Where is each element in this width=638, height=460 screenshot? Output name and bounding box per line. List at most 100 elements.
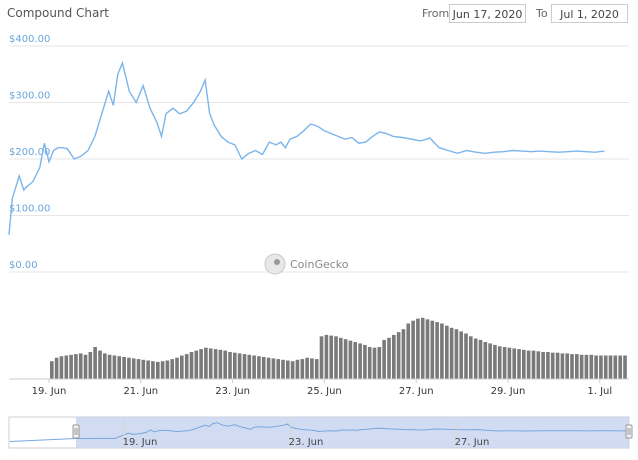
volume-bar (353, 342, 358, 379)
y-tick-label: $400.00 (9, 34, 50, 45)
volume-bar (180, 355, 184, 379)
volume-bar (603, 355, 608, 379)
volume-bar (488, 343, 492, 379)
volume-bar (223, 350, 228, 379)
volume-bar (74, 354, 78, 379)
navigator[interactable]: 19. Jun 23. Jun 27. Jun (8, 416, 633, 449)
volume-bar (88, 352, 93, 379)
navigator-line (9, 422, 629, 442)
volume-bar (281, 359, 285, 379)
volume-bar (334, 336, 338, 379)
volume-bar (324, 334, 329, 379)
from-date-input[interactable]: Jun 17, 2020 (449, 4, 526, 23)
volume-bar (416, 318, 420, 379)
coingecko-logo-eye (274, 259, 280, 265)
navigator-tick-label: 23. Jun (289, 437, 324, 448)
volume-bar (141, 359, 146, 379)
volume-bar (290, 361, 295, 379)
volume-bar (93, 347, 97, 379)
volume-bar (271, 358, 276, 379)
volume-bar (295, 359, 300, 379)
volume-bar (204, 347, 208, 379)
y-axis-ticks: $400.00 $300.00 $200.00 $100.00 $0.00 (9, 34, 50, 271)
volume-bar (526, 350, 531, 379)
volume-bar (50, 361, 54, 379)
volume-bar (54, 357, 59, 379)
volume-bar (440, 323, 444, 379)
volume-bar (160, 361, 165, 379)
volume-bar (435, 322, 439, 379)
volume-bar (247, 354, 252, 379)
volume-bar (575, 354, 579, 379)
x-tick-label: 21. Jun (123, 386, 158, 397)
navigator-tick-label: 19. Jun (123, 437, 158, 448)
volume-bar (131, 358, 136, 379)
volume-bar (348, 340, 353, 379)
volume-bar (406, 323, 411, 379)
volume-bar (213, 349, 218, 379)
volume-bar (208, 348, 213, 379)
volume-bar (473, 338, 478, 379)
to-label: To (536, 7, 548, 20)
to-date-input[interactable]: Jul 1, 2020 (551, 4, 628, 23)
volume-bars (50, 317, 627, 379)
volume-bar (117, 356, 122, 379)
navigator-handle-left[interactable] (72, 424, 80, 439)
volume-bar (387, 337, 391, 379)
volume-bar (136, 359, 141, 379)
volume-bar (425, 319, 430, 379)
volume-bar (266, 357, 271, 379)
grid-lines (9, 45, 629, 273)
navigator-handle-right[interactable] (625, 424, 633, 439)
volume-bar (483, 342, 488, 379)
volume-bar (184, 354, 189, 379)
x-axis-ticks: 19. Jun 21. Jun 23. Jun 25. Jun 27. Jun 29. J… (32, 379, 612, 397)
volume-bar (175, 357, 179, 379)
navigator-handle-right-grip[interactable] (625, 424, 633, 439)
price-line (8, 60, 605, 235)
x-tick-label: 19. Jun (32, 386, 67, 397)
volume-bar (358, 343, 362, 379)
volume-bar (69, 354, 73, 379)
volume-bar (151, 361, 155, 379)
from-label: From (422, 7, 450, 20)
watermark: CoinGecko (264, 253, 349, 275)
x-tick-label: 1. Jul (587, 386, 612, 397)
volume-bar (570, 354, 574, 379)
volume-bar (512, 348, 517, 379)
y-tick-label: $0.00 (9, 260, 38, 271)
x-tick-label: 27. Jun (399, 386, 434, 397)
volume-bar (546, 352, 550, 379)
volume-bar (199, 349, 203, 379)
navigator-handle-left-grip[interactable] (72, 424, 80, 439)
volume-bar (594, 355, 598, 379)
volume-bar (319, 336, 324, 379)
navigator-ticks: 19. Jun 23. Jun 27. Jun (123, 417, 489, 448)
volume-bar (343, 339, 348, 379)
volume-bar (189, 352, 194, 379)
navigator-selection[interactable] (76, 417, 629, 448)
volume-bar (469, 336, 473, 379)
volume-bar (367, 347, 372, 379)
volume-bar (401, 329, 406, 379)
volume-bar (218, 349, 223, 379)
volume-bar (228, 352, 232, 379)
volume-bar (83, 354, 88, 379)
y-tick-label: $100.00 (9, 204, 50, 215)
volume-bar (329, 335, 334, 379)
volume-bar (146, 360, 150, 379)
volume-bar (531, 350, 536, 379)
volume-bar (252, 355, 256, 379)
y-tick-label: $300.00 (9, 91, 50, 102)
x-tick-label: 23. Jun (215, 386, 250, 397)
volume-bar (392, 334, 396, 379)
volume-bar (464, 333, 468, 379)
volume-bar (565, 353, 570, 379)
volume-bar (112, 355, 117, 379)
volume-bar (608, 355, 613, 379)
volume-bar (314, 359, 319, 379)
volume-bar (276, 359, 281, 379)
volume-bar (459, 331, 464, 379)
volume-bar (233, 352, 237, 379)
volume-bar (541, 352, 545, 379)
